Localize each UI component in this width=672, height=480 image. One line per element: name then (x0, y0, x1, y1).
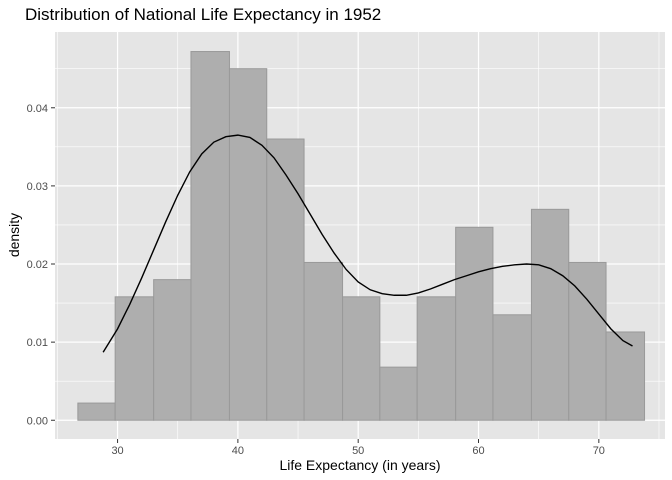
y-tick-label: 0.02 (27, 259, 48, 271)
histogram-bar (492, 314, 532, 421)
y-axis-label: density (6, 213, 22, 257)
x-axis: 30 40 50 60 70 (111, 439, 605, 457)
histogram-bar (190, 51, 230, 421)
histogram-bars (77, 51, 646, 421)
histogram-bar (568, 261, 607, 421)
histogram-bar (455, 226, 494, 421)
y-tick-label: 0.03 (27, 181, 48, 193)
x-tick-label: 70 (593, 445, 605, 457)
histogram-bar (114, 296, 155, 421)
histogram-bar (77, 402, 116, 421)
y-tick-label: 0.00 (27, 415, 48, 427)
histogram-bar (342, 296, 381, 421)
histogram-bar (379, 366, 418, 421)
x-tick-label: 40 (232, 445, 244, 457)
y-tick-label: 0.04 (27, 103, 48, 115)
density-curve (102, 134, 633, 353)
histogram-bar (228, 68, 268, 421)
x-axis-label: Life Expectancy (in years) (279, 457, 440, 473)
chart-title: Distribution of National Life Expectancy… (25, 5, 381, 24)
y-axis: 0.00 0.01 0.02 0.03 0.04 (27, 103, 55, 427)
y-tick-label: 0.01 (27, 337, 48, 349)
x-tick-label: 30 (111, 445, 123, 457)
histogram-bar (153, 279, 192, 421)
x-tick-label: 50 (352, 445, 364, 457)
histogram-bar (416, 296, 457, 421)
histogram-bar (266, 138, 305, 421)
histogram-bar (605, 331, 646, 421)
x-tick-label: 60 (472, 445, 484, 457)
histogram-bar (303, 261, 344, 421)
histogram-bar (530, 208, 570, 421)
